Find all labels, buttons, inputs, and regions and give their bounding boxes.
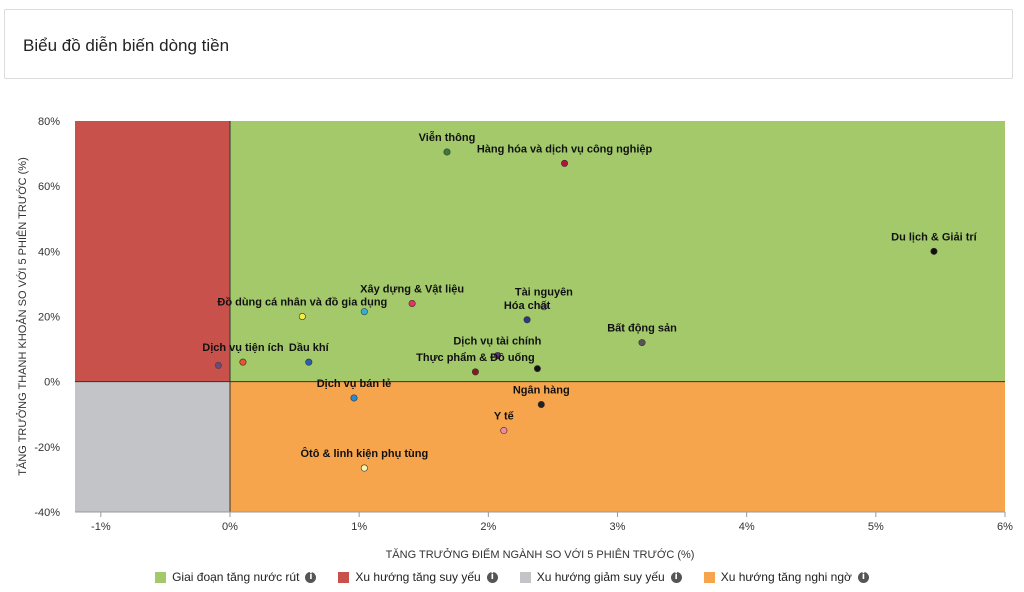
legend-label-sprint-phase: Giai đoạn tăng nước rút [172, 570, 300, 584]
y-tick-label: 40% [38, 246, 60, 258]
y-axis-title: TĂNG TRƯỞNG THANH KHOẢN SO VỚI 5 PHIÊN T… [16, 157, 29, 475]
x-tick-label: 3% [610, 521, 626, 533]
legend-item-sprint-phase[interactable]: Giai đoạn tăng nước rút i [155, 568, 317, 586]
data-label-oto-linh-kien-phu-tung: Ôtô & linh kiện phụ tùng [300, 447, 428, 460]
data-point-thuc-pham-do-uong[interactable] [471, 368, 479, 376]
legend-label-weakening-uptrend: Xu hướng tăng suy yếu [355, 570, 481, 584]
data-point-do-dung-ca-nhan-va-do-gia-dung[interactable] [298, 312, 306, 320]
x-tick-label: 1% [351, 521, 367, 533]
data-label-vien-thong: Viễn thông [419, 131, 476, 144]
data-point-dich-vu-tai-chinh[interactable] [493, 352, 501, 360]
data-label-dich-vu-tien-ich: Dịch vụ tiện ích [202, 342, 284, 354]
legend-item-doubtful-uptrend[interactable]: Xu hướng tăng nghi ngờ i [703, 568, 869, 586]
quadrant-xu-huong-giam-suy-yeu [75, 381, 230, 512]
chart-title-card: Biểu đồ diễn biến dòng tiền [4, 9, 1013, 79]
legend-label-doubtful-uptrend: Xu hướng tăng nghi ngờ [720, 570, 852, 584]
data-point-oto-linh-kien-phu-tung[interactable] [360, 464, 368, 472]
data-point-du-lich-giai-tri[interactable] [930, 247, 938, 255]
data-label-do-dung-ca-nhan-va-do-gia-dung: Đồ dùng cá nhân và đồ gia dụng [217, 297, 387, 309]
data-label-tai-nguyen: Tài nguyên [515, 287, 573, 299]
chart-legend: Giai đoạn tăng nước rút i Xu hướng tăng … [0, 568, 1024, 586]
data-label-du-lich-giai-tri: Du lịch & Giải trí [891, 231, 978, 243]
y-tick-label: -40% [34, 507, 60, 519]
quadrant-giai-doan-tang-nuoc-rut [230, 121, 1005, 382]
legend-swatch-sprint-phase [155, 571, 167, 583]
y-tick-label: -20% [34, 442, 60, 454]
cashflow-quadrant-chart: -1% 0% 1% 2% 3% 4% 5% 6% -40% -20% 0% 20% 40% 60% 80% T… [16, 116, 1013, 561]
data-label-y-te: Y tế [494, 411, 515, 423]
legend-item-weakening-downtrend[interactable]: Xu hướng giảm suy yếu i [519, 568, 682, 586]
data-point-marker[interactable] [360, 308, 368, 316]
x-tick-label: 4% [739, 521, 755, 533]
data-point-dau-khi[interactable] [305, 358, 313, 366]
y-tick-label: 20% [38, 312, 60, 324]
data-label-hoa-chat: Hóa chất [504, 300, 551, 312]
data-point-marker[interactable] [533, 365, 541, 373]
data-label-bat-dong-san: Bất động sản [607, 323, 677, 335]
legend-item-weakening-uptrend[interactable]: Xu hướng tăng suy yếu i [338, 568, 498, 586]
data-point-hang-hoa-va-dich-vu-cong-nghiep[interactable] [561, 159, 569, 167]
data-label-xay-dung-vat-lieu: Xây dựng & Vật liệu [360, 283, 464, 295]
info-icon[interactable]: i [305, 571, 317, 583]
data-point-ngan-hang[interactable] [537, 400, 545, 408]
y-tick-label: 60% [38, 181, 60, 193]
data-label-dich-vu-ban-le: Dịch vụ bán lẻ [317, 378, 392, 390]
x-tick-label: 5% [868, 521, 884, 533]
x-tick-label: 0% [222, 521, 238, 533]
quadrant-xu-huong-tang-nghi-ngo [230, 381, 1005, 512]
data-point-xay-dung-vat-lieu[interactable] [408, 299, 416, 307]
legend-swatch-weakening-uptrend [338, 571, 350, 583]
data-label-ngan-hang: Ngân hàng [513, 384, 570, 396]
x-tick-label: -1% [91, 521, 111, 533]
data-point-tai-nguyen[interactable] [540, 303, 548, 311]
legend-swatch-doubtful-uptrend [703, 571, 715, 583]
data-point-hoa-chat[interactable] [523, 316, 531, 324]
quadrant-xu-huong-tang-suy-yeu [75, 121, 230, 382]
data-point-dich-vu-ban-le[interactable] [350, 394, 358, 402]
data-point-vien-thong[interactable] [443, 148, 451, 156]
legend-swatch-weakening-downtrend [519, 571, 531, 583]
y-tick-label: 80% [38, 116, 60, 128]
data-label-dau-khi: Dầu khí [289, 342, 330, 354]
x-axis-title: TĂNG TRƯỞNG ĐIỂM NGÀNH SO VỚI 5 PHIÊN TR… [386, 548, 695, 561]
x-tick-label: 6% [997, 521, 1013, 533]
data-point-y-te[interactable] [500, 427, 508, 435]
info-icon[interactable]: i [670, 571, 682, 583]
page-title: Biểu đồ diễn biến dòng tiền [23, 36, 230, 55]
data-point-marker[interactable] [214, 361, 222, 369]
data-label-dich-vu-tai-chinh: Dịch vụ tài chính [453, 336, 541, 348]
legend-label-weakening-downtrend: Xu hướng giảm suy yếu [536, 570, 665, 584]
info-icon[interactable]: i [486, 571, 498, 583]
info-icon[interactable]: i [857, 571, 869, 583]
data-label-thuc-pham-do-uong: Thực phẩm & Đồ uống [416, 352, 535, 364]
data-point-bat-dong-san[interactable] [638, 339, 646, 347]
y-tick-label: 0% [44, 377, 60, 389]
data-label-hang-hoa-va-dich-vu-cong-nghiep: Hàng hóa và dịch vụ công nghiệp [477, 143, 653, 155]
data-point-dich-vu-tien-ich[interactable] [239, 358, 247, 366]
x-tick-label: 2% [480, 521, 496, 533]
